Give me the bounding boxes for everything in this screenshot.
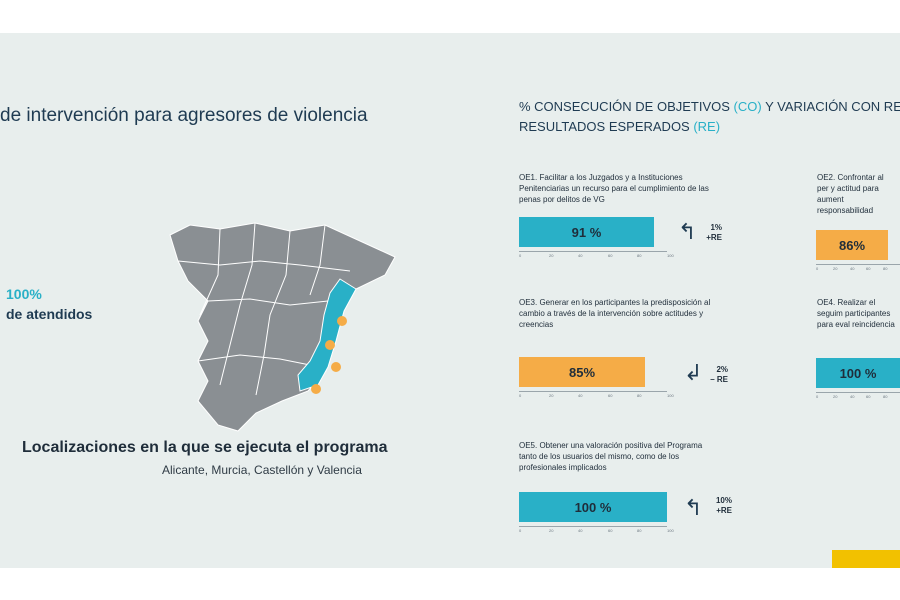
axis-tick-label: 40 — [578, 393, 583, 398]
oe2-bar: 86% — [816, 230, 888, 260]
axis-tick-label: 80 — [637, 528, 642, 533]
axis-tick-label: 100 — [667, 393, 674, 398]
axis-tick-label: 20 — [833, 266, 838, 271]
stat-value: 100% — [6, 286, 42, 302]
axis-tick-label: 40 — [850, 394, 855, 399]
oe5-bar: 100 % — [519, 492, 667, 522]
axis-tick-label: 60 — [866, 266, 871, 271]
oe4-axis — [816, 392, 900, 393]
locations-list: Alicante, Murcia, Castellón y Valencia — [162, 463, 362, 477]
axis-tick-label: 40 — [578, 253, 583, 258]
locations-title: Localizaciones en la que se ejecuta el p… — [22, 439, 388, 456]
oe2-axis — [816, 264, 900, 265]
oe3-change: 2% – RE — [710, 365, 728, 384]
axis-tick-label: 20 — [549, 528, 554, 533]
axis-tick-label: 60 — [866, 394, 871, 399]
axis-tick-label: 40 — [578, 528, 583, 533]
axis-tick-label: 80 — [637, 253, 642, 258]
axis-tick-label: 0 — [816, 266, 819, 271]
axis-tick-label: 0 — [519, 253, 522, 258]
oe1-bar: 91 % — [519, 217, 654, 247]
axis-tick-label: 20 — [549, 253, 554, 258]
axis-tick-label: 20 — [833, 394, 838, 399]
axis-tick-label: 80 — [883, 394, 888, 399]
results-heading-line2: RESULTADOS ESPERADOS (RE) — [519, 119, 721, 134]
oe2-text: OE2. Confrontar al per y actitud para au… — [817, 173, 884, 215]
axis-tick-label: 80 — [883, 266, 888, 271]
stat-label: de atendidos — [6, 306, 93, 322]
oe1-arrow-up-icon: ↰ — [678, 219, 697, 244]
oe3-arrow-down-icon: ↲ — [684, 360, 703, 385]
axis-tick-label: 100 — [667, 528, 674, 533]
axis-tick-label: 20 — [549, 393, 554, 398]
axis-tick-label: 0 — [519, 528, 522, 533]
oe5-change: 10% +RE — [715, 496, 732, 515]
axis-tick-label: 60 — [608, 253, 613, 258]
axis-tick-label: 80 — [637, 393, 642, 398]
axis-tick-label: 40 — [850, 266, 855, 271]
slide: de intervención para agresores de violen… — [0, 33, 900, 568]
axis-tick-label: 60 — [608, 528, 613, 533]
axis-tick-label: 60 — [608, 393, 613, 398]
oe3-text: OE3. Generar en los participantes la pre… — [519, 298, 711, 329]
axis-tick-label: 100 — [667, 253, 674, 258]
axis-tick-label: 0 — [519, 393, 522, 398]
oe4-bar: 100 % — [816, 358, 900, 388]
oe1-change: 1% +RE — [706, 223, 722, 242]
oe1-text: OE1. Facilitar a los Juzgados y a Instit… — [519, 173, 709, 204]
oe5-axis — [519, 526, 667, 527]
oe3-axis — [519, 391, 667, 392]
oe1-axis — [519, 251, 667, 252]
spain-map-icon — [169, 222, 396, 432]
oe5-arrow-up-icon: ↰ — [684, 495, 703, 520]
page-title: de intervención para agresores de violen… — [0, 105, 368, 126]
oe5-text: OE5. Obtener una valoración positiva del… — [519, 441, 703, 472]
spain-map — [160, 195, 410, 435]
oe3-bar: 85% — [519, 357, 645, 387]
gobierno-de-espana-logo — [832, 550, 900, 568]
axis-tick-label: 0 — [816, 394, 819, 399]
oe4-text: OE4. Realizar el seguim participantes pa… — [817, 298, 895, 329]
results-heading-line1: % CONSECUCIÓN DE OBJETIVOS (CO) Y VARIAC… — [519, 99, 900, 114]
